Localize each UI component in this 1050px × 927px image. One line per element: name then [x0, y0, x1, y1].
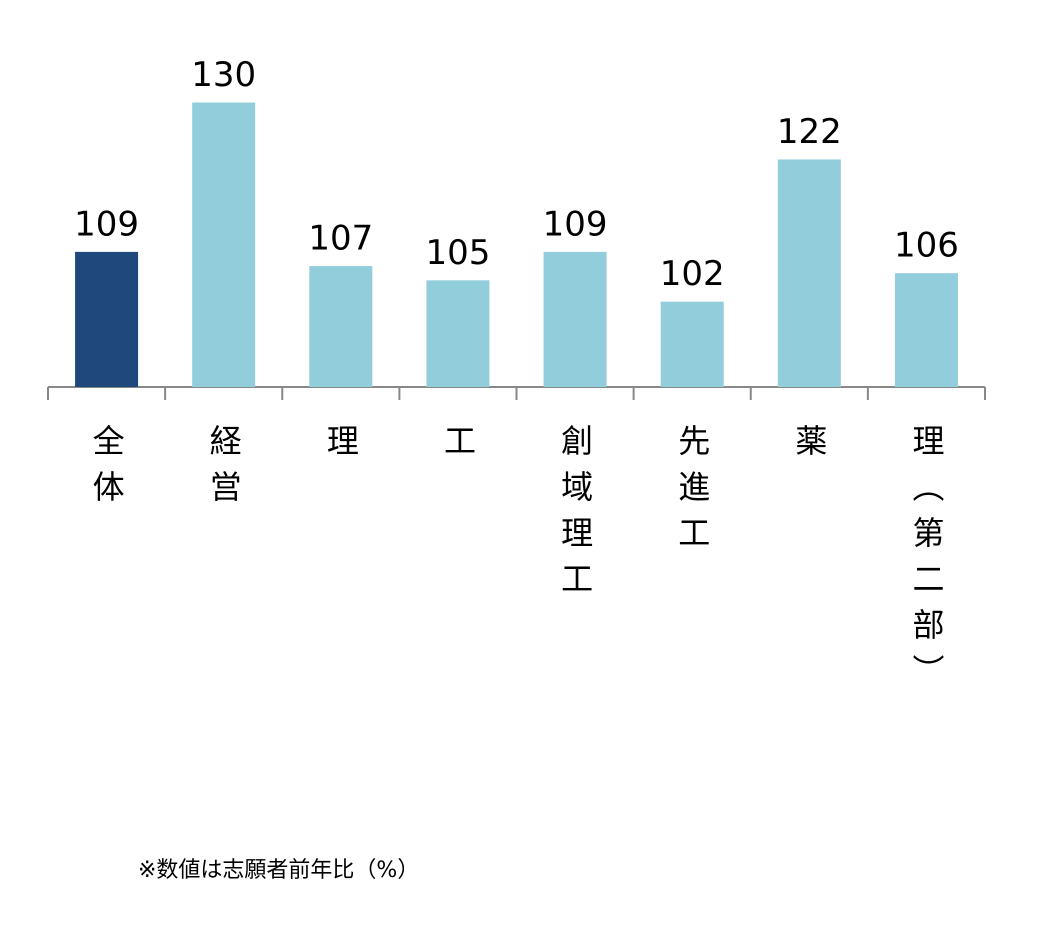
x-tick-label: 経営	[204, 424, 243, 516]
bar	[192, 102, 256, 388]
x-tick-label: 理	[321, 424, 360, 470]
data-label: 106	[894, 226, 959, 266]
bar	[75, 251, 139, 387]
x-tick-label: 創域理工	[556, 424, 595, 608]
bar	[777, 159, 841, 387]
bar	[660, 301, 724, 387]
footnote: ※数値は志願者前年比（%）	[138, 858, 420, 883]
data-label: 109	[74, 204, 139, 244]
x-tick-label: 理（第二部）	[907, 424, 946, 700]
bar	[543, 251, 607, 387]
x-tick-label: 先進工	[673, 424, 712, 562]
x-tick-label: 工	[438, 424, 477, 470]
bar	[894, 273, 958, 387]
data-label: 107	[308, 219, 373, 259]
data-label: 102	[660, 254, 725, 294]
data-label: 109	[543, 204, 608, 244]
data-label: 122	[777, 112, 842, 152]
bar	[309, 266, 373, 387]
x-tick-label: 薬	[790, 424, 829, 470]
bar	[426, 280, 490, 387]
data-label: 105	[425, 233, 490, 273]
x-tick-label: 全体	[87, 424, 126, 516]
data-label: 130	[191, 55, 256, 95]
